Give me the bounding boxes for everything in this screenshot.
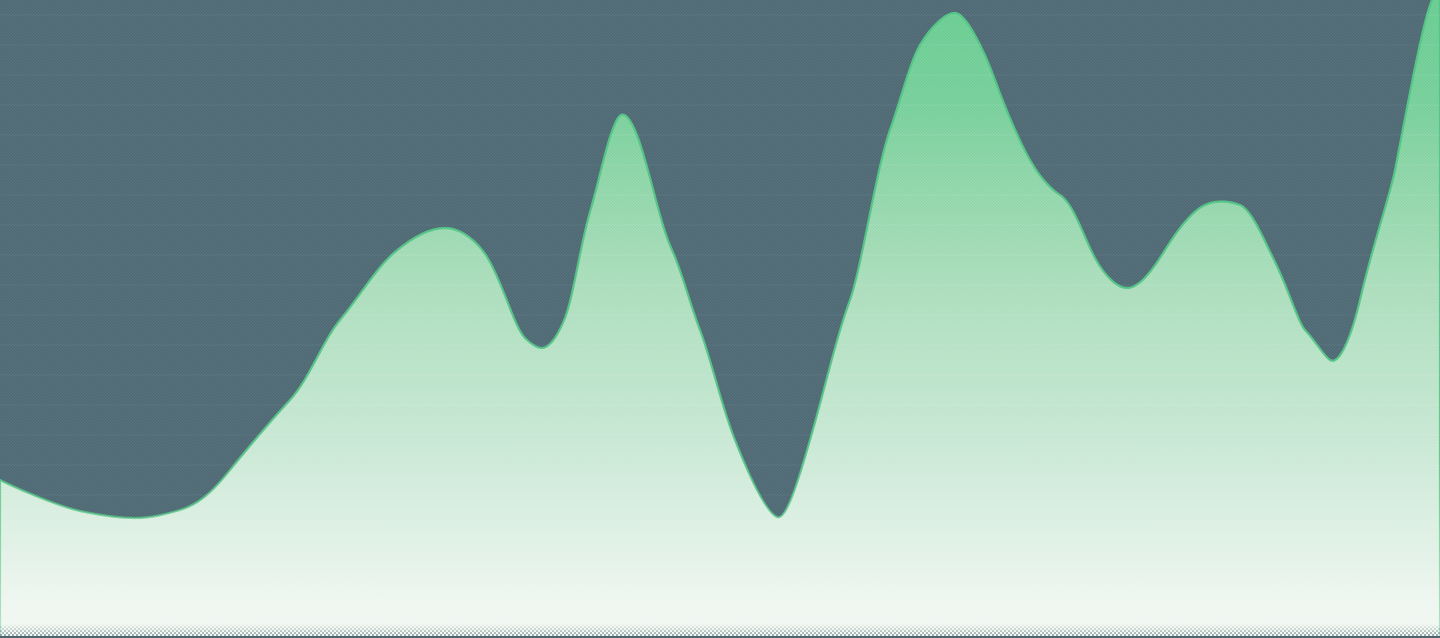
area-series-line [0, 0, 1440, 638]
area-chart-svg [0, 0, 1440, 638]
area-series-fill [0, 0, 1440, 638]
area-chart [0, 0, 1440, 638]
